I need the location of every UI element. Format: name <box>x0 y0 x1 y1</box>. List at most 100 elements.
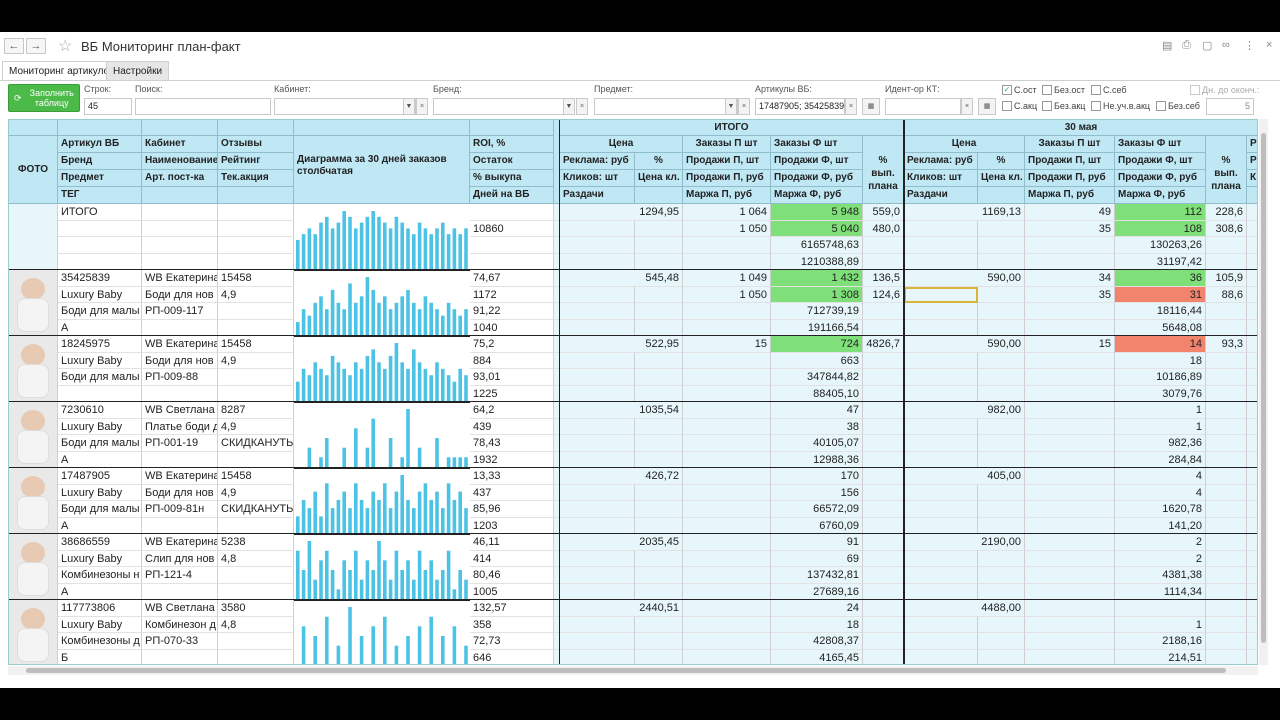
grid-cell <box>635 385 683 402</box>
grid-cell: 4,8 <box>218 616 294 633</box>
grid-cell <box>560 451 635 468</box>
cabinet-label: Кабинет: <box>274 84 311 94</box>
scrollbar-thumb[interactable] <box>26 668 1226 673</box>
table-select-icon[interactable]: ▦ <box>978 98 996 115</box>
grid-cell <box>904 550 978 567</box>
vertical-scrollbar[interactable] <box>1259 119 1268 665</box>
grid-cell <box>683 352 771 369</box>
rows-input[interactable]: 45 <box>84 98 132 115</box>
chart-bar <box>319 368 323 401</box>
checkbox-bez-akc[interactable]: Без.акц <box>1042 101 1085 111</box>
grid-cell: 88,6 <box>1206 286 1247 303</box>
chart-bar <box>394 302 399 335</box>
scrollbar-thumb[interactable] <box>1261 133 1266 643</box>
grid-cell: 347844,82 <box>771 369 863 386</box>
tab-settings[interactable]: Настройки <box>106 61 170 81</box>
grid-cell <box>635 451 683 468</box>
grid-cell: 982,36 <box>1115 435 1206 452</box>
clear-icon[interactable]: × <box>738 98 750 115</box>
grid-cell <box>904 435 978 452</box>
star-icon[interactable]: ☆ <box>58 38 73 55</box>
save-icon[interactable]: ▤ <box>1162 40 1173 52</box>
cabinet-select[interactable] <box>274 98 416 115</box>
grid-cell: 1005 <box>470 583 554 600</box>
clear-icon[interactable]: × <box>416 98 428 115</box>
checkbox-label: Не.уч.в.акц <box>1103 101 1151 111</box>
grid-cell <box>683 237 771 254</box>
preview-icon[interactable]: ▢ <box>1202 40 1213 52</box>
chevron-down-icon[interactable]: ▼ <box>403 98 415 115</box>
grid-cell <box>635 303 683 320</box>
chart-bar <box>377 362 381 401</box>
checkbox-bez-ost[interactable]: Без.ост <box>1042 85 1085 95</box>
clear-icon[interactable]: × <box>576 98 588 115</box>
horizontal-scrollbar[interactable] <box>8 666 1258 675</box>
header-advert: Реклама: руб <box>904 153 978 170</box>
checkbox-bez-seb[interactable]: Без.себ <box>1156 101 1200 111</box>
grid-cell <box>1115 600 1206 617</box>
grid-cell <box>904 501 978 518</box>
checkbox-s-seb[interactable]: С.себ <box>1091 85 1127 95</box>
grid-cell <box>1247 517 1257 534</box>
grid-cell <box>978 352 1025 369</box>
data-grid[interactable]: ФОТО Артикул ВБ Кабинет Отзывы ROI, % Бренд На… <box>8 119 1258 665</box>
grid-cell: Боди для малы <box>58 501 142 518</box>
more-icon[interactable]: ⋮ <box>1244 40 1255 52</box>
checkbox-ne-uch[interactable]: Не.уч.в.акц <box>1091 101 1150 111</box>
grid-cell <box>470 253 554 270</box>
grid-cell <box>142 649 218 664</box>
chart-bar <box>435 228 439 269</box>
checkbox-s-ost[interactable]: ✓ С.ост <box>1002 85 1037 95</box>
header-orders-f: Заказы Ф шт <box>1115 136 1206 153</box>
clear-icon[interactable]: × <box>961 98 973 115</box>
ident-input[interactable] <box>885 98 961 115</box>
tab-monitoring[interactable]: Мониторинг артикулов <box>2 61 122 81</box>
grid-cell <box>863 451 904 468</box>
grid-cell: 78,43 <box>470 435 554 452</box>
grid-cell <box>1025 567 1115 584</box>
chart-bar <box>296 516 300 533</box>
search-input[interactable] <box>135 98 271 115</box>
header-col1: Бренд <box>58 153 142 170</box>
brand-select[interactable] <box>433 98 575 115</box>
chart-bar <box>446 550 451 599</box>
grid-cell <box>218 583 294 600</box>
print-icon[interactable]: ⎙ <box>1182 39 1191 51</box>
chart-bar <box>446 234 451 269</box>
close-icon[interactable]: × <box>1266 39 1273 51</box>
checkbox-s-akc[interactable]: С.акц <box>1002 101 1037 111</box>
photo-face <box>21 476 45 498</box>
grid-cell: 93,01 <box>470 369 554 386</box>
grid-cell <box>635 649 683 664</box>
articles-input[interactable]: 17487905; 35425839; <box>755 98 845 115</box>
chart-bar <box>452 381 457 401</box>
chart-bar <box>301 309 306 335</box>
grid-cell <box>978 319 1025 336</box>
header-orders-f: Заказы Ф шт <box>771 136 863 153</box>
header-blank <box>635 187 683 204</box>
clear-icon[interactable]: × <box>845 98 857 115</box>
table-select-icon[interactable]: ▦ <box>862 98 880 115</box>
photo-body <box>17 628 49 662</box>
link-icon[interactable]: ∞ <box>1222 39 1230 51</box>
chart-bar <box>371 289 375 335</box>
fill-table-button[interactable]: ⟳ Заполнить таблицу <box>8 84 80 112</box>
chevron-down-icon[interactable]: ▼ <box>725 98 737 115</box>
grid-cell <box>1247 369 1257 386</box>
chart-bar <box>359 579 364 599</box>
grid-cell: 724 <box>771 336 863 353</box>
chart-bar <box>464 457 468 467</box>
grid-cell <box>683 484 771 501</box>
subject-select[interactable] <box>594 98 738 115</box>
forward-button[interactable]: → <box>26 38 46 54</box>
header-blank <box>9 120 58 136</box>
back-button[interactable]: ← <box>4 38 24 54</box>
chart-bar <box>371 626 375 664</box>
chevron-down-icon[interactable]: ▼ <box>563 98 575 115</box>
grid-cell <box>560 435 635 452</box>
grid-cell: 480,0 <box>863 220 904 237</box>
chart-bar <box>464 309 468 335</box>
grid-cell: 6165748,63 <box>771 237 863 254</box>
days-input[interactable]: 5 <box>1206 98 1254 115</box>
selected-cell[interactable] <box>904 286 978 303</box>
